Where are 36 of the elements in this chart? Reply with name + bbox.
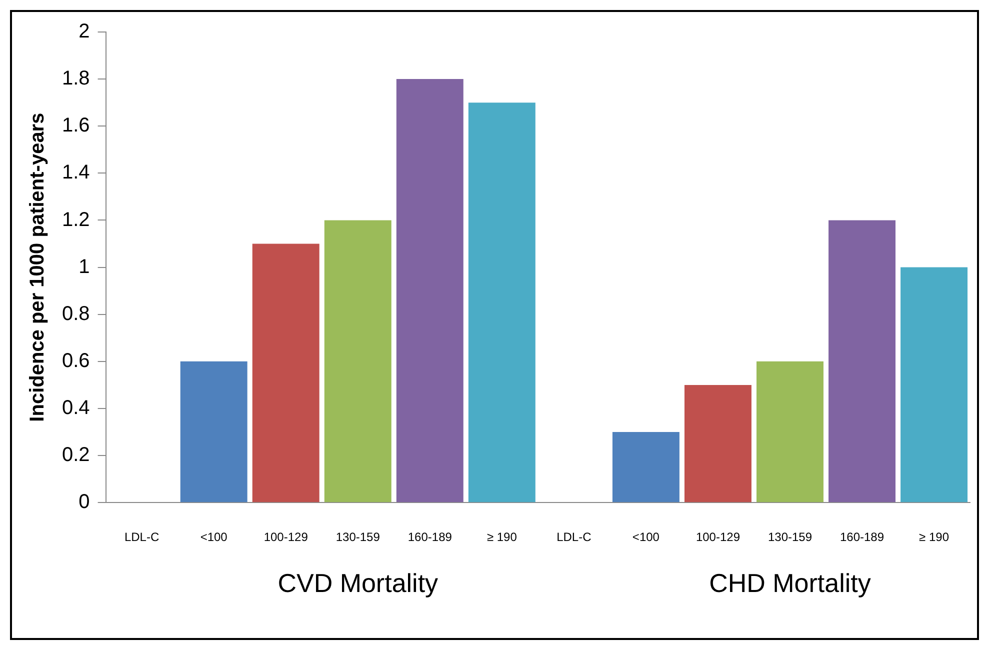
- bar: [324, 220, 392, 502]
- bar: [900, 267, 968, 502]
- bar: [612, 432, 680, 502]
- y-axis-title: Incidence per 1000 patient-years: [26, 112, 49, 422]
- y-tick-label: 0.6: [62, 350, 90, 372]
- bar: [756, 361, 824, 502]
- x-tick-label: 130-159: [768, 530, 812, 544]
- x-tick-label: ≥ 190: [919, 530, 950, 544]
- x-tick-label: LDL-C: [124, 530, 160, 544]
- bar: [468, 102, 536, 502]
- y-tick-label: 1.2: [62, 208, 90, 231]
- bar: [180, 361, 248, 502]
- text: CVD Mortality: [278, 568, 438, 598]
- bar: [252, 244, 320, 502]
- x-tick-label: 100-129: [696, 530, 740, 544]
- bar: [828, 220, 896, 502]
- y-tick-label: 0: [78, 491, 90, 514]
- x-tick-label: <100: [632, 530, 660, 544]
- bar: [396, 79, 464, 502]
- y-tick-label: 2: [78, 20, 90, 43]
- x-tick-label: <100: [200, 530, 228, 544]
- x-tick-label: ≥ 190: [486, 530, 518, 544]
- y-tick-label: 1.8: [62, 68, 90, 90]
- y-tick-label: 1: [78, 256, 90, 278]
- y-tick-label: 1.6: [62, 114, 90, 137]
- x-tick-label: 160-189: [408, 530, 452, 544]
- x-tick-label: 130-159: [336, 530, 380, 544]
- y-tick-label: 0.8: [62, 302, 90, 325]
- bar: [684, 384, 752, 502]
- y-tick-label: 0.2: [62, 444, 90, 466]
- x-tick-label: 100-129: [264, 530, 308, 544]
- y-tick-label: 0.4: [62, 396, 90, 419]
- x-tick-label: LDL-C: [556, 530, 592, 544]
- x-tick-label: 160-189: [840, 530, 884, 544]
- y-tick-label: 1.4: [62, 162, 90, 184]
- text: CHD Mortality: [709, 568, 871, 598]
